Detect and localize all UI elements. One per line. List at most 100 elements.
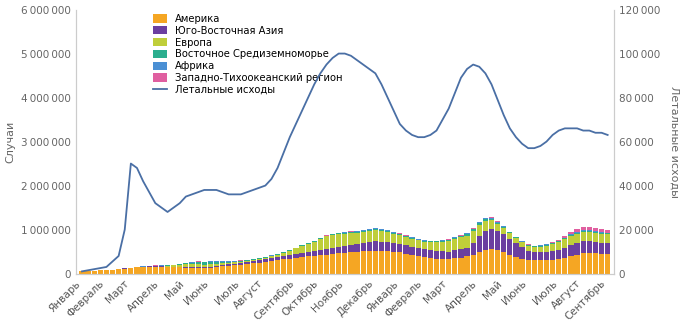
Bar: [373, 228, 378, 229]
Bar: [269, 261, 274, 274]
Bar: [519, 247, 525, 258]
Bar: [257, 260, 262, 263]
Bar: [434, 251, 439, 258]
Bar: [366, 251, 372, 274]
Bar: [403, 236, 408, 237]
Bar: [275, 255, 280, 257]
Bar: [251, 263, 256, 274]
Bar: [245, 264, 249, 274]
Bar: [263, 259, 268, 262]
Bar: [366, 242, 372, 251]
Bar: [464, 256, 470, 274]
Bar: [257, 263, 262, 274]
Bar: [214, 264, 219, 266]
Bar: [489, 249, 494, 274]
Bar: [569, 232, 573, 234]
Bar: [208, 268, 213, 274]
Bar: [214, 261, 219, 262]
Bar: [373, 241, 378, 251]
Bar: [464, 234, 470, 236]
Bar: [336, 253, 341, 274]
Bar: [489, 219, 494, 220]
Летальные исходы: [194, 190, 202, 194]
Bar: [128, 268, 134, 274]
Bar: [232, 262, 238, 264]
Bar: [593, 242, 598, 253]
Bar: [544, 252, 549, 260]
Bar: [397, 244, 402, 253]
Bar: [189, 262, 195, 263]
Bar: [581, 230, 586, 231]
Bar: [330, 248, 335, 254]
Bar: [495, 231, 500, 250]
Bar: [428, 242, 433, 250]
Bar: [293, 258, 299, 274]
Bar: [208, 262, 213, 264]
Bar: [538, 252, 543, 260]
Bar: [519, 258, 525, 274]
Bar: [452, 237, 458, 238]
Bar: [556, 259, 561, 274]
Bar: [508, 255, 512, 274]
Bar: [446, 241, 451, 252]
Bar: [508, 239, 512, 255]
Bar: [605, 230, 610, 233]
Bar: [422, 257, 427, 274]
Bar: [306, 256, 311, 274]
Bar: [379, 230, 384, 231]
Bar: [312, 252, 317, 256]
Bar: [147, 267, 152, 274]
Bar: [605, 254, 610, 274]
Bar: [508, 233, 512, 239]
Летальные исходы: [78, 269, 86, 273]
Bar: [184, 267, 188, 268]
Bar: [318, 239, 323, 251]
Bar: [263, 257, 268, 258]
Bar: [599, 232, 604, 233]
Bar: [354, 232, 360, 233]
Bar: [605, 233, 610, 234]
Bar: [599, 234, 604, 243]
Bar: [483, 221, 488, 231]
Bar: [379, 251, 384, 274]
Bar: [489, 220, 494, 229]
Bar: [562, 248, 567, 258]
Bar: [281, 253, 286, 256]
Bar: [575, 233, 580, 234]
Bar: [446, 259, 451, 274]
Bar: [306, 243, 311, 244]
Bar: [275, 254, 280, 255]
Bar: [251, 260, 256, 261]
Bar: [569, 256, 573, 274]
Bar: [336, 234, 341, 247]
Bar: [177, 264, 182, 265]
Bar: [525, 251, 531, 260]
Bar: [593, 253, 598, 274]
Bar: [495, 222, 500, 223]
Bar: [220, 265, 225, 266]
Bar: [79, 271, 84, 274]
Bar: [348, 233, 353, 245]
Bar: [489, 217, 494, 218]
Bar: [391, 234, 397, 243]
Bar: [98, 271, 103, 274]
Bar: [306, 244, 311, 252]
Bar: [373, 229, 378, 230]
Bar: [605, 234, 610, 243]
Y-axis label: Летальные исходы: Летальные исходы: [669, 86, 680, 197]
Bar: [171, 265, 176, 267]
Bar: [391, 233, 397, 234]
Bar: [366, 230, 372, 231]
Bar: [232, 261, 238, 262]
Bar: [140, 267, 146, 274]
Bar: [477, 225, 482, 236]
Bar: [556, 241, 561, 242]
Bar: [519, 242, 525, 247]
Bar: [410, 237, 414, 238]
Bar: [195, 262, 201, 264]
Bar: [416, 256, 421, 274]
Bar: [440, 240, 445, 241]
Bar: [575, 255, 580, 274]
Летальные исходы: [603, 133, 612, 137]
Bar: [184, 263, 188, 264]
